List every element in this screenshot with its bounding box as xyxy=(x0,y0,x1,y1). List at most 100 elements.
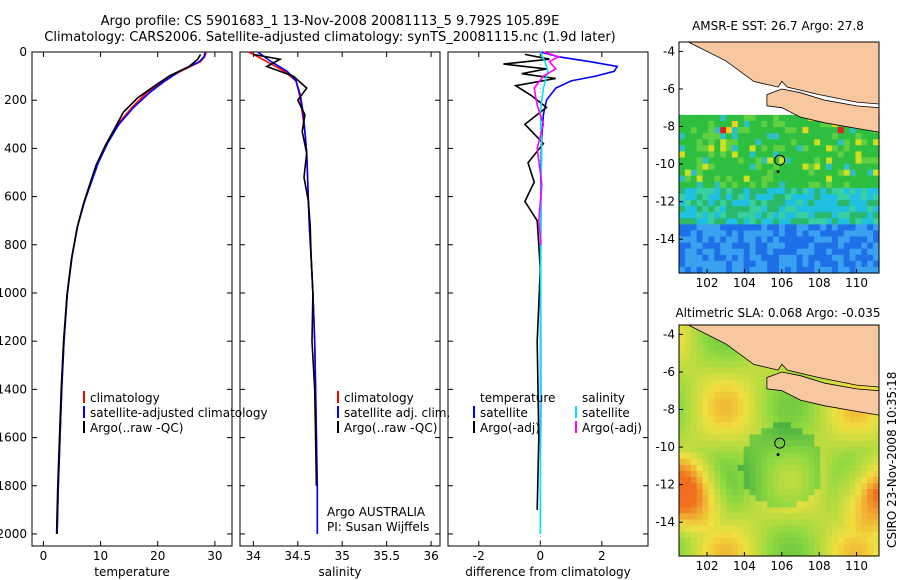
map-cell xyxy=(779,218,786,225)
map-cell xyxy=(808,452,815,460)
map-cell xyxy=(755,446,762,454)
map-cell xyxy=(814,434,821,442)
map-cell xyxy=(837,470,845,478)
map-cell xyxy=(784,446,792,454)
map-cell xyxy=(720,501,727,508)
map-cell xyxy=(743,187,751,195)
map-cell xyxy=(708,151,715,159)
map-cell xyxy=(696,543,704,551)
map-cell xyxy=(720,175,727,183)
map-cell xyxy=(784,151,792,159)
map-cell xyxy=(867,102,874,110)
map-cell xyxy=(714,519,721,527)
map-cell xyxy=(690,367,698,375)
map-cell xyxy=(749,108,757,116)
map-cell xyxy=(814,489,821,496)
map-cell xyxy=(826,236,833,244)
map-cell xyxy=(849,157,857,165)
map-cell xyxy=(731,373,739,381)
map-cell xyxy=(726,428,733,435)
map-cell xyxy=(855,489,862,496)
map-cell xyxy=(708,355,715,363)
map-cell xyxy=(849,163,857,171)
map-cell xyxy=(861,200,868,207)
map-cell xyxy=(873,477,880,484)
map-cell xyxy=(731,531,739,539)
map-cell xyxy=(855,416,862,423)
map-cell xyxy=(720,391,727,399)
map-cell xyxy=(714,440,721,448)
map-cell xyxy=(696,385,704,393)
map-cell xyxy=(779,470,786,478)
map-cell xyxy=(867,513,874,521)
map-cell xyxy=(826,151,833,159)
map-cell xyxy=(831,434,839,442)
map-cell xyxy=(773,218,780,225)
map-cell xyxy=(867,260,874,268)
map-cell xyxy=(867,470,874,478)
map-cell xyxy=(720,248,727,256)
map-cell xyxy=(814,163,821,171)
sst-map: 102 104 106 108 110-4-6-8-10-12-14 xyxy=(655,41,880,290)
map-cell xyxy=(690,391,698,399)
map-cell xyxy=(684,260,692,268)
map-cell xyxy=(831,230,839,238)
map-cell xyxy=(714,206,721,213)
map-cell xyxy=(826,464,833,472)
map-cell xyxy=(696,60,704,67)
map-cell xyxy=(873,543,880,551)
map-cell xyxy=(802,458,809,466)
map-cell xyxy=(749,230,757,238)
map-cell xyxy=(837,525,845,533)
map-cell xyxy=(761,483,768,490)
map-cell xyxy=(831,452,839,460)
map-cell xyxy=(690,525,698,533)
map-cell xyxy=(831,507,839,515)
map-cell xyxy=(796,169,804,177)
map-cell xyxy=(749,367,757,375)
map-cell xyxy=(708,102,715,110)
map-cell xyxy=(684,212,692,219)
map-cell xyxy=(808,236,815,244)
map-cell xyxy=(773,157,780,165)
x-tick-label: 30 xyxy=(207,549,222,563)
map-cell xyxy=(796,537,804,545)
map-cell xyxy=(861,470,868,478)
map-cell xyxy=(837,175,845,183)
series-line-argo-raw-qc- xyxy=(253,53,318,486)
float-track-point xyxy=(776,453,780,457)
map-cell xyxy=(731,367,739,375)
map-cell xyxy=(761,90,768,98)
map-cell xyxy=(808,127,815,134)
map-cell xyxy=(761,102,768,110)
map-cell xyxy=(861,519,868,527)
map-cell xyxy=(743,78,751,86)
map-cell xyxy=(773,200,780,207)
map-cell xyxy=(731,200,739,207)
map-cell xyxy=(867,489,874,496)
map-cell xyxy=(679,260,686,268)
map-cell xyxy=(761,422,768,429)
map-cell xyxy=(749,212,757,219)
map-cell xyxy=(855,187,862,195)
map-cell xyxy=(755,114,762,122)
map-cell xyxy=(731,151,739,159)
map-cell xyxy=(690,428,698,435)
map-cell xyxy=(779,127,786,134)
map-cell xyxy=(773,422,780,429)
map-cell xyxy=(755,501,762,508)
map-cell xyxy=(696,410,704,417)
map-cell xyxy=(784,108,792,116)
map-cell xyxy=(720,266,727,274)
map-cell xyxy=(831,145,839,152)
map-cell xyxy=(720,440,727,448)
map-cell xyxy=(679,108,686,116)
map-cell xyxy=(861,194,868,201)
map-cell xyxy=(779,212,786,219)
map-cell xyxy=(714,169,721,177)
map-cell xyxy=(779,446,786,454)
map-cell xyxy=(761,434,768,442)
map-cell xyxy=(737,133,745,140)
map-cell xyxy=(708,206,715,213)
map-cell xyxy=(761,175,768,183)
